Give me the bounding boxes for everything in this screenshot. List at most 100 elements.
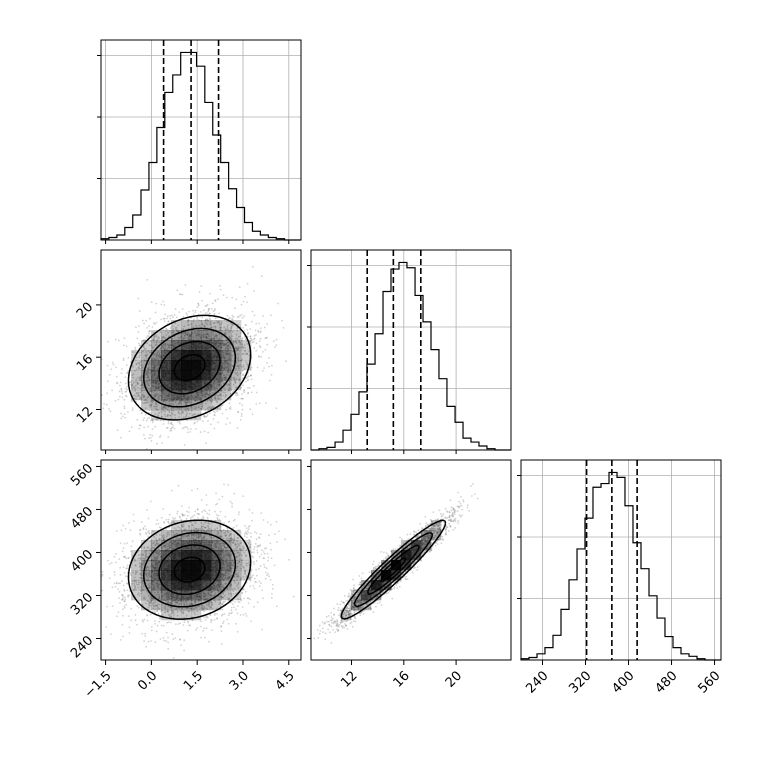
scatter-point <box>249 328 252 330</box>
scatter-point <box>249 374 252 377</box>
scatter-point <box>144 413 147 416</box>
scatter-point <box>215 492 218 495</box>
scatter-point <box>186 407 188 410</box>
scatter-point <box>153 395 156 398</box>
scatter-point <box>244 531 247 533</box>
scatter-point <box>140 412 143 414</box>
scatter-point <box>225 377 228 379</box>
scatter-point <box>135 363 138 365</box>
scatter-point <box>186 333 189 336</box>
scatter-point <box>208 337 210 340</box>
scatter-point <box>209 292 211 295</box>
scatter-point <box>187 323 190 326</box>
scatter-point <box>240 412 243 415</box>
scatter-point <box>134 369 136 372</box>
scatter-point <box>158 526 161 529</box>
scatter-point <box>249 375 252 377</box>
scatter-point <box>125 345 128 348</box>
scatter-point <box>171 413 174 416</box>
scatter-point <box>235 391 237 394</box>
scatter-point <box>226 320 228 323</box>
scatter-point <box>219 394 222 397</box>
scatter-point <box>198 335 201 337</box>
scatter-point <box>143 322 146 325</box>
scatter-point <box>115 381 118 384</box>
scatter-point <box>101 571 104 573</box>
scatter-point <box>121 396 124 399</box>
scatter-point <box>167 320 170 322</box>
density-cell <box>221 370 232 381</box>
scatter-point <box>258 322 261 325</box>
scatter-point <box>218 384 221 386</box>
scatter-point <box>219 510 222 513</box>
scatter-point <box>136 383 139 385</box>
scatter-point <box>217 514 220 517</box>
scatter-point <box>164 348 167 350</box>
scatter-point <box>245 527 248 530</box>
scatter-point <box>140 398 143 401</box>
scatter-point <box>169 314 172 317</box>
scatter-point <box>170 417 173 420</box>
scatter-point <box>256 574 258 577</box>
scatter-point <box>228 317 231 319</box>
density-cell <box>191 330 202 341</box>
scatter-point <box>150 301 153 303</box>
scatter-point <box>185 413 188 416</box>
scatter-point <box>121 635 124 638</box>
scatter-point <box>126 388 129 391</box>
scatter-point <box>137 297 140 300</box>
scatter-point <box>124 376 127 378</box>
density-cell <box>171 330 182 341</box>
scatter-point <box>243 344 246 347</box>
scatter-point <box>241 591 243 594</box>
scatter-point <box>121 623 124 626</box>
scatter-point <box>202 333 205 336</box>
scatter-point <box>166 315 169 318</box>
scatter-point <box>133 397 136 400</box>
scatter-point <box>161 407 164 410</box>
scatter-point <box>164 313 167 316</box>
density-cell <box>171 400 182 411</box>
scatter-point <box>175 316 178 319</box>
scatter-point <box>259 327 262 329</box>
scatter-point <box>193 413 196 416</box>
scatter-point <box>240 340 243 343</box>
scatter-point <box>164 345 167 348</box>
scatter-point <box>222 294 225 297</box>
scatter-point <box>196 318 198 321</box>
scatter-point <box>167 320 170 323</box>
panel-background <box>101 40 301 240</box>
scatter-point <box>225 408 227 411</box>
scatter-point <box>211 407 214 409</box>
scatter-point <box>105 403 108 406</box>
scatter-point <box>210 401 213 404</box>
scatter-point <box>225 423 228 426</box>
scatter-point <box>252 265 254 268</box>
scatter-point <box>155 353 158 356</box>
scatter-point <box>207 394 210 397</box>
scatter-point <box>145 337 148 339</box>
scatter-point <box>123 407 126 410</box>
scatter-point <box>215 335 217 338</box>
scatter-point <box>179 422 181 425</box>
scatter-point <box>120 372 123 375</box>
scatter-point <box>225 379 228 382</box>
scatter-point <box>141 394 143 397</box>
scatter-point <box>221 377 224 380</box>
scatter-point <box>202 309 205 312</box>
scatter-point <box>163 304 166 306</box>
scatter-point <box>149 351 151 354</box>
scatter-point <box>134 348 137 351</box>
scatter-point <box>188 335 191 337</box>
scatter-point <box>207 420 209 422</box>
scatter-point <box>231 354 234 357</box>
scatter-point <box>228 380 231 383</box>
scatter-point <box>201 396 204 399</box>
scatter-point <box>121 392 124 395</box>
scatter-point <box>259 337 262 340</box>
scatter-point <box>252 385 255 387</box>
scatter-point <box>204 329 206 332</box>
scatter-point <box>189 431 192 433</box>
scatter-point <box>205 336 208 339</box>
scatter-point <box>200 620 202 623</box>
